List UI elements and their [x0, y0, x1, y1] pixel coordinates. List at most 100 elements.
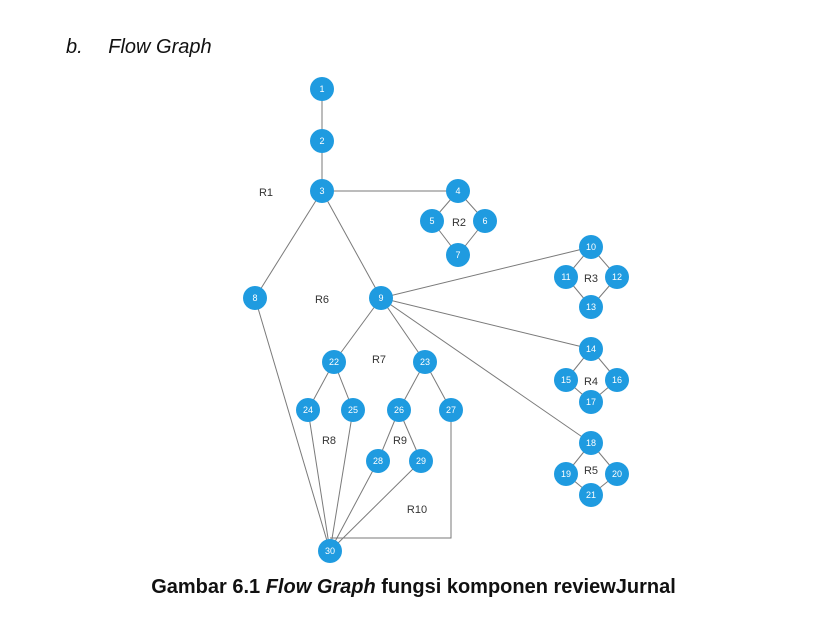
- node-label: 10: [586, 242, 596, 252]
- node-26: 26: [387, 398, 411, 422]
- node-4: 4: [446, 179, 470, 203]
- node-label: 17: [586, 397, 596, 407]
- node-circle: [310, 179, 334, 203]
- region-label-r2: R2: [452, 217, 466, 229]
- node-label: 15: [561, 375, 571, 385]
- node-9: 9: [369, 286, 393, 310]
- region-label-r7: R7: [372, 354, 386, 366]
- node-5: 5: [420, 209, 444, 233]
- node-label: 23: [420, 357, 430, 367]
- caption-prefix: Gambar 6.1: [151, 576, 266, 598]
- node-label: 3: [319, 186, 324, 196]
- node-circle: [296, 398, 320, 422]
- node-21: 21: [579, 483, 603, 507]
- node-label: 1: [319, 84, 324, 94]
- node-label: 2: [319, 136, 324, 146]
- figure-caption: Gambar 6.1 Flow Graph fungsi komponen re…: [0, 576, 827, 599]
- node-12: 12: [605, 265, 629, 289]
- node-label: 4: [455, 186, 460, 196]
- node-circle: [310, 129, 334, 153]
- node-22: 22: [322, 350, 346, 374]
- node-label: 27: [446, 405, 456, 415]
- node-label: 25: [348, 405, 358, 415]
- edge-9-23: [380, 297, 426, 363]
- node-label: 29: [416, 456, 426, 466]
- node-24: 24: [296, 398, 320, 422]
- edge-9-22: [333, 297, 382, 363]
- node-circle: [446, 243, 470, 267]
- node-label: 13: [586, 302, 596, 312]
- caption-italic: Flow Graph: [265, 576, 376, 598]
- node-10: 10: [579, 235, 603, 259]
- node-20: 20: [605, 462, 629, 486]
- node-circle: [579, 235, 603, 259]
- node-30: 30: [318, 539, 342, 563]
- region-label-r3: R3: [584, 273, 598, 285]
- node-1: 1: [310, 77, 334, 101]
- node-6: 6: [473, 209, 497, 233]
- node-label: 7: [455, 250, 460, 260]
- node-17: 17: [579, 390, 603, 414]
- node-label: 5: [429, 216, 434, 226]
- node-3: 3: [310, 179, 334, 203]
- node-circle: [318, 539, 342, 563]
- node-label: 19: [561, 469, 571, 479]
- node-circle: [579, 431, 603, 455]
- edge-29-30: [329, 460, 422, 552]
- node-circle: [420, 209, 444, 233]
- node-label: 26: [394, 405, 404, 415]
- node-27: 27: [439, 398, 463, 422]
- caption-suffix: fungsi komponen reviewJurnal: [375, 576, 676, 598]
- node-label: 6: [482, 216, 487, 226]
- node-label: 9: [378, 293, 383, 303]
- node-13: 13: [579, 295, 603, 319]
- node-18: 18: [579, 431, 603, 455]
- node-25: 25: [341, 398, 365, 422]
- node-2: 2: [310, 129, 334, 153]
- edge-9-10: [380, 246, 592, 299]
- node-11: 11: [554, 265, 578, 289]
- node-circle: [409, 449, 433, 473]
- edge-9-18: [380, 297, 592, 444]
- node-label: 18: [586, 438, 596, 448]
- edge-27-30: [330, 410, 452, 539]
- edge-3-8: [254, 190, 323, 299]
- node-label: 21: [586, 490, 596, 500]
- region-label-r4: R4: [584, 376, 598, 388]
- edge-8-30: [254, 297, 331, 552]
- node-29: 29: [409, 449, 433, 473]
- section-heading: b. Flow Graph: [66, 36, 212, 59]
- node-circle: [579, 483, 603, 507]
- node-label: 11: [561, 272, 570, 282]
- section-title: Flow Graph: [108, 36, 212, 58]
- node-circle: [322, 350, 346, 374]
- node-circle: [605, 265, 629, 289]
- edge-24-30: [307, 409, 331, 552]
- node-19: 19: [554, 462, 578, 486]
- node-label: 16: [612, 375, 622, 385]
- node-circle: [243, 286, 267, 310]
- node-15: 15: [554, 368, 578, 392]
- node-28: 28: [366, 449, 390, 473]
- node-circle: [413, 350, 437, 374]
- node-label: 30: [325, 546, 335, 556]
- region-label-r5: R5: [584, 465, 598, 477]
- node-circle: [579, 390, 603, 414]
- node-circle: [579, 337, 603, 361]
- node-circle: [554, 462, 578, 486]
- node-circle: [446, 179, 470, 203]
- region-label-r1: R1: [259, 187, 273, 199]
- node-circle: [605, 368, 629, 392]
- edge-3-9: [321, 190, 382, 299]
- node-label: 8: [252, 293, 257, 303]
- node-8: 8: [243, 286, 267, 310]
- node-circle: [554, 368, 578, 392]
- node-circle: [554, 265, 578, 289]
- node-label: 28: [373, 456, 383, 466]
- edge-25-30: [329, 409, 354, 552]
- region-label-r6: R6: [315, 294, 329, 306]
- node-label: 22: [329, 357, 339, 367]
- node-circle: [366, 449, 390, 473]
